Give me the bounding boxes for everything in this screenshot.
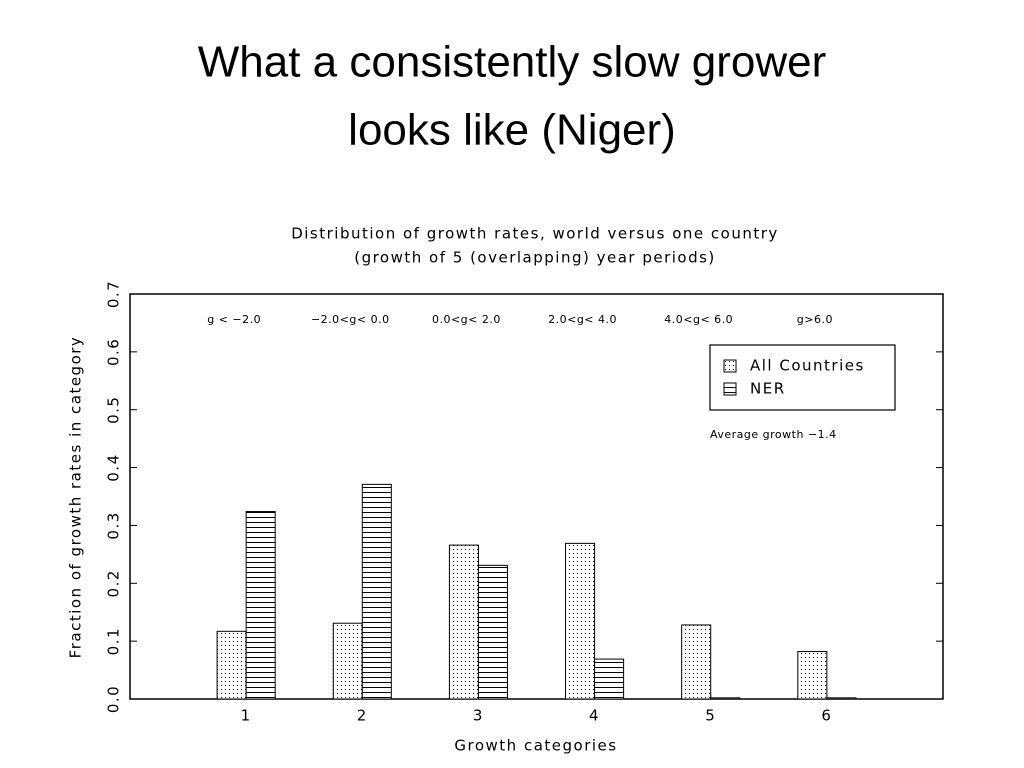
y-tick-label: 0.3 <box>105 511 123 539</box>
y-tick-label: 0.2 <box>105 569 123 597</box>
bar <box>477 564 508 700</box>
x-tick-label: 5 <box>705 707 716 725</box>
bar <box>681 624 712 700</box>
chart-subtitle: (growth of 5 (overlapping) year periods) <box>354 249 716 267</box>
bar <box>797 651 828 700</box>
category-range-label: 0.0<g< 2.0 <box>432 313 501 326</box>
slide-title: What a consistently slow grower <box>198 38 826 87</box>
y-tick-label: 0.7 <box>105 280 123 308</box>
category-range-label: 4.0<g< 6.0 <box>664 313 733 326</box>
annotation: Average growth −1.4 <box>710 428 837 441</box>
bar <box>826 697 857 700</box>
bar <box>565 542 596 700</box>
x-tick-label: 3 <box>473 707 484 725</box>
legend-box <box>709 344 896 411</box>
y-tick-label: 0.0 <box>105 685 123 713</box>
bar <box>216 630 247 700</box>
bar <box>594 658 625 700</box>
legend-swatch <box>723 359 737 373</box>
chart-title: Distribution of growth rates, world vers… <box>291 225 779 243</box>
x-tick-label: 6 <box>821 707 832 725</box>
y-tick-label: 0.6 <box>105 338 123 366</box>
y-tick-label: 0.5 <box>105 396 123 424</box>
legend-label: NER <box>750 380 786 398</box>
y-tick-label: 0.1 <box>105 627 123 655</box>
bar <box>361 483 392 700</box>
bar <box>448 544 479 700</box>
category-range-label: −2.0<g< 0.0 <box>311 313 390 326</box>
bar <box>710 697 741 700</box>
x-axis-label: Growth categories <box>454 737 617 755</box>
legend-label: All Countries <box>750 357 865 375</box>
bar <box>245 511 276 700</box>
slide-title: looks like (Niger) <box>348 106 676 155</box>
legend-swatch <box>723 382 737 396</box>
x-tick-label: 4 <box>589 707 600 725</box>
x-tick-label: 1 <box>241 707 252 725</box>
bar <box>332 622 363 700</box>
plot-frame <box>129 293 944 700</box>
category-range-label: g < −2.0 <box>207 313 261 326</box>
category-range-label: g>6.0 <box>797 313 833 326</box>
category-range-label: 2.0<g< 4.0 <box>548 313 617 326</box>
x-tick-label: 2 <box>357 707 368 725</box>
y-axis-label: Fraction of growth rates in category <box>67 336 85 659</box>
y-tick-label: 0.4 <box>105 453 123 481</box>
